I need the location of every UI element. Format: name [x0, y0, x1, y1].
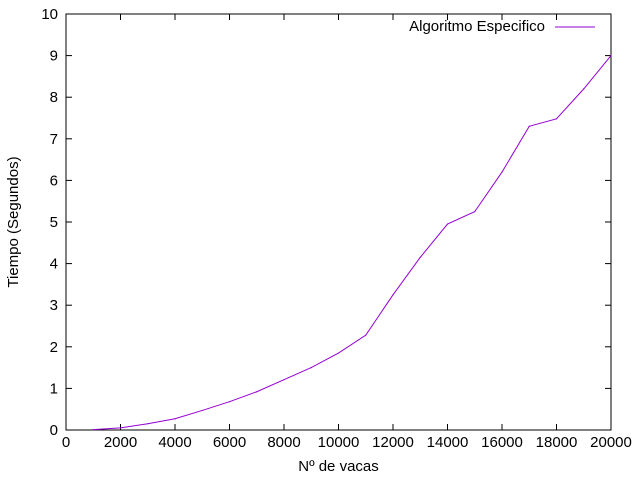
y-tick-label: 3: [50, 297, 58, 314]
data-point: [174, 418, 176, 420]
x-tick-label: 16000: [481, 434, 523, 451]
x-tick-label: 6000: [213, 434, 246, 451]
y-tick-label: 2: [50, 339, 58, 356]
series-layer: [92, 55, 612, 431]
legend: Algoritmo Especifico: [409, 18, 595, 35]
y-tick-label: 8: [50, 89, 58, 106]
data-point: [474, 211, 476, 213]
plot-border: [65, 13, 612, 431]
data-point: [337, 352, 340, 354]
y-tick-label: 7: [50, 131, 58, 148]
x-tick-label: 18000: [536, 434, 578, 451]
series-line-0: [93, 55, 612, 431]
x-tick-label: 10000: [318, 434, 360, 451]
x-tick-label: 20000: [590, 434, 632, 451]
data-point: [283, 379, 285, 381]
y-tick-label: 10: [41, 6, 58, 23]
legend-label: Algoritmo Especifico: [409, 18, 545, 35]
data-point: [201, 409, 203, 412]
x-tick-label: 8000: [267, 434, 300, 451]
y-tick-label: 9: [50, 48, 58, 65]
data-point: [583, 88, 585, 90]
x-tick-label: 2000: [104, 434, 137, 451]
data-point: [555, 118, 558, 120]
data-point: [147, 423, 149, 425]
data-point: [446, 223, 449, 225]
x-axis: 0 2000 4000 6000 8000 10000 12000 14000 16000 180…: [62, 14, 632, 451]
x-tick-label: 0: [62, 434, 70, 451]
y-axis-label: Tiempo (Segundos): [5, 156, 22, 287]
x-tick-label: 4000: [158, 434, 191, 451]
data-point: [419, 256, 421, 258]
data-point: [310, 367, 312, 369]
x-axis-label: Nº de vacas: [298, 458, 379, 475]
x-tick-label: 14000: [427, 434, 469, 451]
data-point: [501, 171, 503, 173]
y-tick-label: 6: [50, 172, 58, 189]
data-point: [528, 125, 530, 127]
data-point: [256, 391, 258, 393]
data-point: [392, 294, 394, 296]
x-tick-label: 12000: [372, 434, 414, 451]
data-point: [365, 334, 367, 336]
y-tick-label: 4: [50, 256, 58, 273]
data-point: [228, 401, 231, 403]
data-point: [92, 428, 94, 431]
y-tick-label: 1: [50, 380, 58, 397]
y-tick-label: 0: [50, 422, 58, 439]
data-point: [119, 427, 122, 429]
y-tick-label: 5: [50, 214, 58, 231]
data-point: [610, 55, 612, 57]
y-axis: 0 1 2 3 4 5 6 7 8 9 10: [41, 6, 611, 439]
